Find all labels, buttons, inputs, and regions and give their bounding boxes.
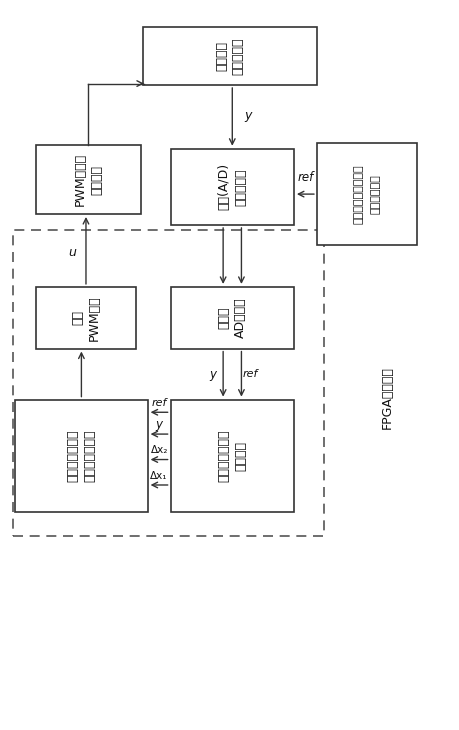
Text: Δx₁: Δx₁ [150, 471, 168, 480]
Text: （滤波、估计）: （滤波、估计） [217, 430, 230, 482]
Text: 集板(A/D): 集板(A/D) [217, 164, 230, 210]
Text: 实物装置: 实物装置 [215, 41, 228, 71]
Text: ref: ref [151, 398, 167, 408]
Text: AD数据采: AD数据采 [234, 297, 246, 338]
Text: 直流电机: 直流电机 [90, 164, 103, 195]
FancyBboxPatch shape [36, 145, 140, 214]
Text: 数据处理: 数据处理 [234, 441, 246, 471]
Text: 集接口: 集接口 [217, 307, 230, 329]
FancyBboxPatch shape [170, 399, 293, 512]
FancyBboxPatch shape [170, 287, 293, 349]
Text: 模型预测控制器: 模型预测控制器 [83, 430, 96, 482]
Text: 数据转换采: 数据转换采 [234, 168, 246, 206]
Text: y: y [209, 368, 216, 381]
Text: （阶跃、油门踏板）: （阶跃、油门踏板） [353, 164, 363, 224]
Text: PWM信号: PWM信号 [88, 295, 101, 340]
Text: ref: ref [242, 369, 257, 380]
Text: u: u [68, 246, 76, 258]
FancyBboxPatch shape [170, 149, 293, 225]
Text: 参考输入信号: 参考输入信号 [369, 174, 380, 214]
Text: y: y [244, 109, 252, 122]
Text: y: y [155, 418, 162, 431]
Text: Δx₂: Δx₂ [150, 445, 168, 455]
Text: PWM驱动器: PWM驱动器 [73, 153, 86, 206]
FancyBboxPatch shape [36, 287, 136, 349]
FancyBboxPatch shape [143, 27, 316, 85]
Text: FPGA控制系统: FPGA控制系统 [381, 366, 393, 429]
FancyBboxPatch shape [316, 143, 417, 245]
Text: （内点法求解）: （内点法求解） [67, 430, 79, 482]
Text: 电子节气门: 电子节气门 [231, 37, 244, 74]
FancyBboxPatch shape [15, 399, 147, 512]
Text: 接口: 接口 [71, 310, 84, 326]
Text: ref: ref [297, 171, 313, 184]
